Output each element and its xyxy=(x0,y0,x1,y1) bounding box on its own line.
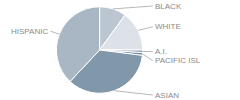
svg-text:A.I.: A.I. xyxy=(155,47,167,56)
svg-text:PACIFIC ISL: PACIFIC ISL xyxy=(155,56,201,65)
svg-text:WHITE: WHITE xyxy=(155,22,181,31)
svg-text:HISPANIC: HISPANIC xyxy=(11,27,48,36)
svg-text:BLACK: BLACK xyxy=(155,2,182,11)
svg-text:ASIAN: ASIAN xyxy=(155,91,179,100)
